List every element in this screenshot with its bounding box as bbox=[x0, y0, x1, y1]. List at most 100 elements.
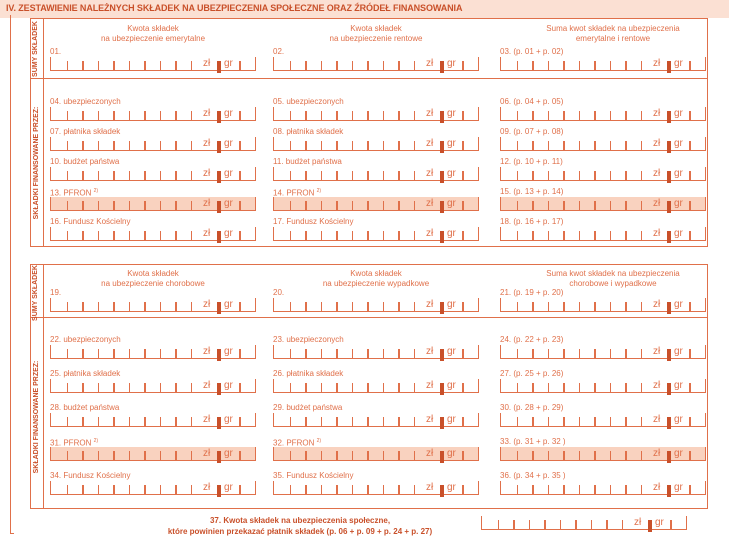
digit-divider bbox=[66, 349, 68, 358]
block1-row5-amount-2[interactable]: zł gr bbox=[273, 227, 479, 243]
block2-row1-amount-1[interactable]: zł gr bbox=[50, 345, 256, 361]
digit-divider bbox=[239, 417, 241, 426]
block2-row2-amount-1[interactable]: zł gr bbox=[50, 379, 256, 395]
digit-divider bbox=[113, 61, 115, 70]
block1-row3-amount-2[interactable]: zł gr bbox=[273, 167, 479, 183]
digit-divider bbox=[625, 171, 627, 180]
block2-row3-amount-2[interactable]: zł gr bbox=[273, 413, 479, 429]
block1-row4-amount-3[interactable]: zł gr bbox=[500, 197, 706, 213]
gr-label: gr bbox=[674, 346, 683, 357]
gr-label: gr bbox=[447, 346, 456, 357]
digit-divider bbox=[516, 61, 518, 70]
zl-label: zł bbox=[653, 346, 661, 357]
block2-sum-label-3: 21. (p. 19 + p. 20) bbox=[500, 288, 563, 297]
digit-divider bbox=[462, 349, 464, 358]
digit-divider bbox=[144, 141, 146, 150]
digit-divider bbox=[289, 451, 291, 460]
block1-sum-amount-1[interactable]: zł gr bbox=[50, 57, 256, 73]
digit-divider bbox=[640, 417, 642, 426]
block2-row4-amount-1[interactable]: zł gr bbox=[50, 447, 256, 463]
block2-row5-amount-1[interactable]: zł gr bbox=[50, 481, 256, 497]
digit-divider bbox=[144, 451, 146, 460]
block1-finansowane-label: SKŁADKI FINANSOWANE PRZEZ: bbox=[33, 106, 40, 220]
digit-divider bbox=[367, 302, 369, 311]
total-line2: które powinien przekazać płatnik składek… bbox=[167, 527, 433, 536]
digit-divider bbox=[516, 383, 518, 392]
block2-row3-amount-3[interactable]: zł gr bbox=[500, 413, 706, 429]
block2-row4-amount-2[interactable]: zł gr bbox=[273, 447, 479, 463]
gr-label: gr bbox=[674, 228, 683, 239]
block2-row5-amount-3[interactable]: zł gr bbox=[500, 481, 706, 497]
decimal-separator bbox=[440, 451, 444, 463]
block2-sum-amount-2[interactable]: zł gr bbox=[273, 298, 479, 314]
digit-divider bbox=[336, 302, 338, 311]
digit-divider bbox=[336, 171, 338, 180]
digit-divider bbox=[547, 417, 549, 426]
block2-row2-label-2-text: 26. płatnika składek bbox=[273, 369, 344, 378]
block1-row1-amount-3[interactable]: zł gr bbox=[500, 107, 706, 123]
block1-sum-amount-2[interactable]: zł gr bbox=[273, 57, 479, 73]
digit-divider bbox=[159, 111, 161, 120]
digit-divider bbox=[367, 141, 369, 150]
digit-divider bbox=[575, 520, 577, 529]
block1-row4-amount-1[interactable]: zł gr bbox=[50, 197, 256, 213]
block1-col-head-3: Suma kwot składek na ubezpieczenia emeryt… bbox=[546, 24, 680, 43]
decimal-separator bbox=[667, 171, 671, 183]
digit-divider bbox=[640, 302, 642, 311]
block1-row5-label-3-text: 18. (p. 16 + p. 17) bbox=[500, 217, 564, 226]
digit-divider bbox=[128, 302, 130, 311]
digit-divider bbox=[97, 417, 99, 426]
gr-label: gr bbox=[224, 380, 233, 391]
block1-row2-amount-3[interactable]: zł gr bbox=[500, 137, 706, 153]
digit-divider bbox=[289, 417, 291, 426]
digit-divider bbox=[532, 171, 534, 180]
block1-row2-amount-2[interactable]: zł gr bbox=[273, 137, 479, 153]
decimal-separator bbox=[667, 417, 671, 429]
zl-label: zł bbox=[426, 448, 434, 459]
digit-divider bbox=[128, 231, 130, 240]
digit-divider bbox=[516, 231, 518, 240]
digit-divider bbox=[640, 231, 642, 240]
block1-row5-amount-3[interactable]: zł gr bbox=[500, 227, 706, 243]
block2-sum-amount-3[interactable]: zł gr bbox=[500, 298, 706, 314]
block1-row3-amount-1[interactable]: zł gr bbox=[50, 167, 256, 183]
digit-divider bbox=[336, 61, 338, 70]
total-amount[interactable]: zł gr bbox=[481, 516, 687, 532]
block1-row1-amount-1[interactable]: zł gr bbox=[50, 107, 256, 123]
digit-divider bbox=[563, 111, 565, 120]
block2-row1-amount-3[interactable]: zł gr bbox=[500, 345, 706, 361]
block1-row2-amount-1[interactable]: zł gr bbox=[50, 137, 256, 153]
block2-row5-amount-2[interactable]: zł gr bbox=[273, 481, 479, 497]
block2-row3-label-3: 30. (p. 28 + p. 29) bbox=[500, 403, 563, 412]
digit-divider bbox=[190, 302, 192, 311]
zl-label: zł bbox=[426, 482, 434, 493]
block1-row5-amount-1[interactable]: zł gr bbox=[50, 227, 256, 243]
digit-divider bbox=[82, 451, 84, 460]
block2-row2-amount-3[interactable]: zł gr bbox=[500, 379, 706, 395]
block2-sum-amount-1[interactable]: zł gr bbox=[50, 298, 256, 314]
block2-row3-label-3-text: 30. (p. 28 + p. 29) bbox=[500, 403, 564, 412]
decimal-separator bbox=[667, 302, 671, 314]
block2-row1-amount-2[interactable]: zł gr bbox=[273, 345, 479, 361]
digit-divider bbox=[462, 201, 464, 210]
digit-divider bbox=[128, 141, 130, 150]
digit-divider bbox=[689, 111, 691, 120]
decimal-separator bbox=[217, 231, 221, 243]
digit-divider bbox=[382, 141, 384, 150]
digit-divider bbox=[113, 349, 115, 358]
gr-label: gr bbox=[447, 108, 456, 119]
block2-row4-amount-3[interactable]: zł gr bbox=[500, 447, 706, 463]
block1-sum-amount-3[interactable]: zł gr bbox=[500, 57, 706, 73]
block1-row4-amount-2[interactable]: zł gr bbox=[273, 197, 479, 213]
block2-row1-label-1: 22. ubezpieczonych bbox=[50, 335, 121, 344]
decimal-separator bbox=[667, 201, 671, 213]
block2-row4-label-1: 31. PFRON 2) bbox=[50, 437, 98, 448]
block1-row3-amount-3[interactable]: zł gr bbox=[500, 167, 706, 183]
block1-side-strip bbox=[30, 18, 44, 247]
block2-row3-amount-1[interactable]: zł gr bbox=[50, 413, 256, 429]
digit-divider bbox=[516, 302, 518, 311]
digit-divider bbox=[367, 383, 369, 392]
block1-row1-amount-2[interactable]: zł gr bbox=[273, 107, 479, 123]
zl-label: zł bbox=[653, 228, 661, 239]
block2-row2-amount-2[interactable]: zł gr bbox=[273, 379, 479, 395]
